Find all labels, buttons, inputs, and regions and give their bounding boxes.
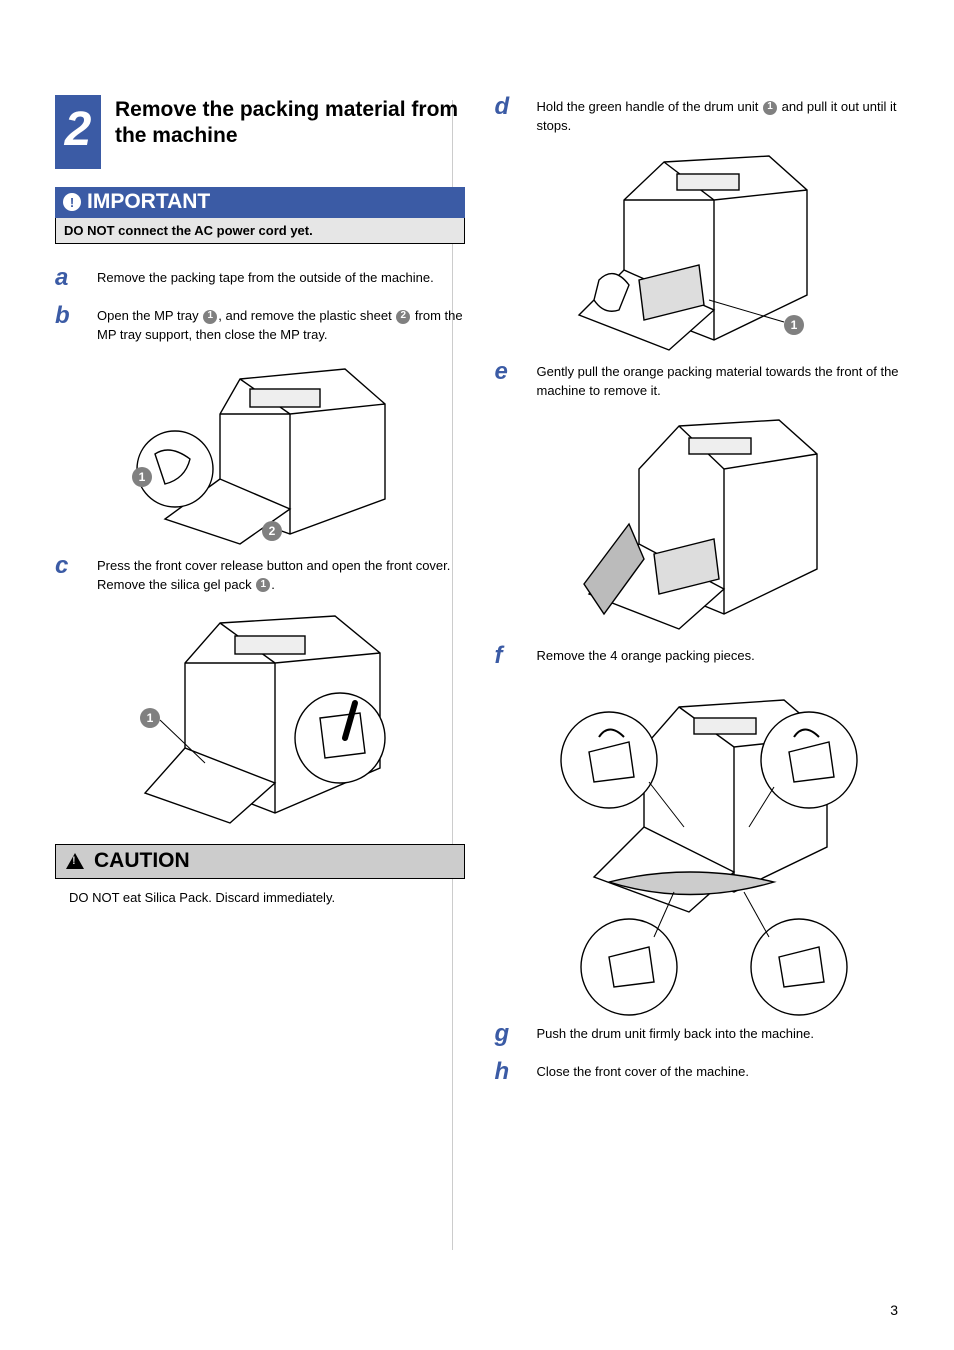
figure-step-e (569, 414, 829, 644)
step-text-d: Hold the green handle of the drum unit 1… (537, 95, 905, 136)
caution-text: DO NOT eat Silica Pack. Discard immediat… (55, 879, 465, 907)
figure-step-d: 1 (569, 150, 829, 360)
step-d: d Hold the green handle of the drum unit… (495, 95, 905, 136)
step-letter-g: g (495, 1022, 519, 1046)
step-text-c: Press the front cover release button and… (97, 554, 465, 595)
step-letter-c: c (55, 554, 79, 595)
caution-label: CAUTION (94, 849, 190, 873)
important-text: DO NOT connect the AC power cord yet. (55, 218, 465, 244)
step-c: c Press the front cover release button a… (55, 554, 465, 595)
caution-bar: CAUTION (55, 844, 465, 879)
important-label: IMPORTANT (87, 190, 210, 214)
right-column: d Hold the green handle of the drum unit… (495, 95, 905, 1310)
fig-c-callout-1: 1 (146, 711, 153, 725)
step-text-f: Remove the 4 orange packing pieces. (537, 644, 755, 668)
left-column: 2 Remove the packing material from the m… (55, 95, 465, 1310)
step-text-e: Gently pull the orange packing material … (537, 360, 905, 401)
fig-b-callout-2: 2 (268, 524, 275, 538)
caution-icon (66, 853, 84, 869)
content-columns: 2 Remove the packing material from the m… (55, 95, 904, 1310)
step-b-t1: Open the MP tray (97, 308, 202, 323)
page-number: 3 (890, 1302, 898, 1318)
step-b: b Open the MP tray 1, and remove the pla… (55, 304, 465, 345)
step-e: e Gently pull the orange packing materia… (495, 360, 905, 401)
fig-b-callout-1: 1 (138, 470, 145, 484)
step-letter-h: h (495, 1060, 519, 1084)
section-header: 2 Remove the packing material from the m… (55, 95, 465, 169)
step-number-badge: 2 (55, 95, 101, 169)
step-text-b: Open the MP tray 1, and remove the plast… (97, 304, 465, 345)
step-text-h: Close the front cover of the machine. (537, 1060, 749, 1084)
callout-1-icon: 1 (256, 578, 270, 592)
step-h: h Close the front cover of the machine. (495, 1060, 905, 1084)
callout-1-icon: 1 (763, 101, 777, 115)
section-title: Remove the packing material from the mac… (115, 95, 465, 150)
figure-step-f (539, 682, 859, 1022)
step-letter-b: b (55, 304, 79, 345)
callout-2-icon: 2 (396, 310, 410, 324)
figure-step-b: 1 2 (110, 359, 410, 554)
step-number: 2 (65, 106, 92, 154)
step-c-t2: . (271, 577, 275, 592)
step-a: a Remove the packing tape from the outsi… (55, 266, 465, 290)
step-letter-d: d (495, 95, 519, 136)
callout-1-icon: 1 (203, 310, 217, 324)
step-letter-a: a (55, 266, 79, 290)
important-icon: ! (63, 193, 81, 211)
step-f: f Remove the 4 orange packing pieces. (495, 644, 905, 668)
step-g: g Push the drum unit firmly back into th… (495, 1022, 905, 1046)
fig-d-callout-1: 1 (791, 318, 798, 332)
figure-step-c: 1 (110, 608, 410, 838)
step-b-t2: , and remove the plastic sheet (218, 308, 395, 323)
step-d-t1: Hold the green handle of the drum unit (537, 99, 762, 114)
step-text-a: Remove the packing tape from the outside… (97, 266, 434, 290)
step-text-g: Push the drum unit firmly back into the … (537, 1022, 814, 1046)
step-letter-e: e (495, 360, 519, 401)
step-letter-f: f (495, 644, 519, 668)
important-bar: ! IMPORTANT (55, 187, 465, 218)
